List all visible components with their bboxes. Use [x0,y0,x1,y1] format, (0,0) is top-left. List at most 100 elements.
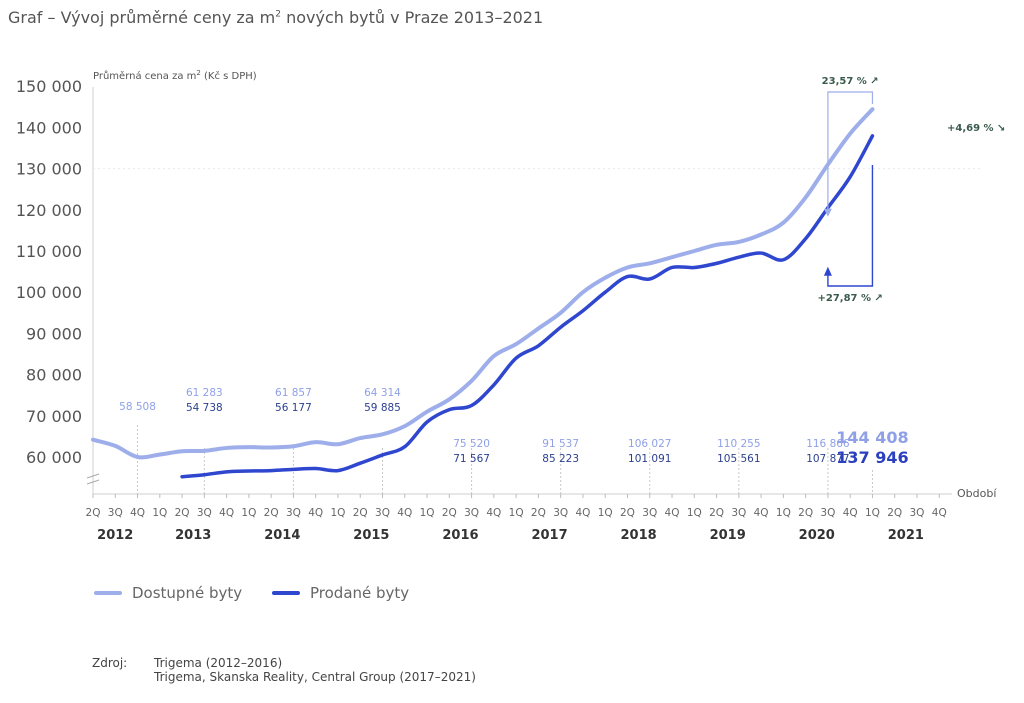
value-label-sold: 107 877 [806,453,849,465]
x-tick-label: 1Q [687,507,702,519]
x-tick-label: 2Q [353,507,368,519]
x-tick-label: 2Q [531,507,546,519]
value-label-available: 91 537 [542,438,579,450]
value-label-sold: 56 177 [275,402,312,414]
legend-swatch-sold [272,591,300,595]
year-label: 2015 [353,528,389,543]
value-label-available: 64 314 [364,387,401,399]
source-line-2: Trigema, Skanska Reality, Central Group … [154,670,476,684]
x-tick-label: 3Q [197,507,212,519]
year-label: 2012 [97,528,133,543]
x-tick-label: 4Q [308,507,323,519]
legend-label-sold: Prodané byty [310,584,410,602]
x-tick-label: 4Q [665,507,680,519]
arrow-up-icon [823,266,832,276]
value-label-available: 110 255 [717,438,760,450]
legend-item-sold: Prodané byty [272,584,409,602]
final-value-available: 144 408 [836,428,908,447]
arrow-down-icon [823,208,832,217]
chart-title: Graf – Vývoj průměrné ceny za m2 nových … [8,8,543,27]
x-tick-label: 3Q [375,507,390,519]
x-tick-label: 1Q [241,507,256,519]
x-tick-label: 4Q [754,507,769,519]
value-label-sold: 54 738 [186,402,223,414]
value-label-available: 75 520 [453,438,490,450]
y-tick-label: 130 000 [16,160,82,179]
x-tick-label: 4Q [219,507,234,519]
title-rest: nových bytů v Praze 2013–2021 [280,8,544,27]
x-tick-label: 1Q [152,507,167,519]
x-tick-label: 1Q [598,507,613,519]
series-line-available [91,107,875,460]
year-label: 2018 [621,528,657,543]
value-label-available: 61 283 [186,387,223,399]
source-key: Zdroj: [92,656,128,670]
value-label-sold: 85 223 [542,453,579,465]
value-label-sold: 101 091 [628,453,671,465]
x-tick-label: 3Q [731,507,746,519]
annotation-sold-change: +27,87 % ↗ [817,293,882,304]
y-tick-label: 110 000 [16,242,82,261]
y-tick-label: 80 000 [26,366,82,385]
x-tick-label: 3Q [464,507,479,519]
x-tick-label: 2Q [798,507,813,519]
price-line-chart: Průměrná cena za m2 (Kč s DPH) Období 60 0… [16,69,1006,543]
annotation-available-change: 23,57 % ↗ [822,76,879,87]
y-tick-label: 140 000 [16,118,82,137]
x-tick-label: 4Q [932,507,947,519]
x-tick-label: 3Q [642,507,657,519]
x-tick-label: 1Q [776,507,791,519]
x-tick-label: 1Q [330,507,345,519]
y-tick-label: 90 000 [26,324,82,343]
y-tick-label: 100 000 [16,283,82,302]
x-tick-label: 2Q [86,507,101,519]
y-axis-label: Průměrná cena za m2 (Kč s DPH) [93,69,257,82]
x-tick-label: 3Q [553,507,568,519]
year-label: 2019 [710,528,746,543]
legend-item-available: Dostupné byty [94,584,242,602]
y-tick-label: 150 000 [16,77,82,96]
year-label: 2016 [442,528,478,543]
x-tick-label: 3Q [820,507,835,519]
final-value-sold: 137 946 [836,448,908,467]
value-label-available: 58 508 [119,401,156,413]
title-superscript: 2 [275,9,281,20]
value-label-sold: 71 567 [453,453,490,465]
value-label-available: 61 857 [275,387,312,399]
y-tick-label: 60 000 [26,448,82,467]
x-tick-label: 1Q [509,507,524,519]
series-line-sold [180,134,875,479]
source-line-1: Trigema (2012–2016) [154,656,283,670]
value-label-available: 116 866 [806,438,850,450]
value-label-sold: 105 561 [717,453,760,465]
x-tick-label: 1Q [420,507,435,519]
x-tick-label: 3Q [910,507,925,519]
x-tick-label: 4Q [486,507,501,519]
x-tick-label: 2Q [887,507,902,519]
x-tick-label: 1Q [865,507,880,519]
source-note: Zdroj: Trigema (2012–2016) Trigema, Skan… [92,656,476,684]
x-tick-label: 2Q [709,507,724,519]
x-tick-label: 2Q [620,507,635,519]
year-label: 2017 [531,528,567,543]
value-label-available: 106 027 [628,438,671,450]
year-label: 2021 [888,528,924,543]
bracket-available [827,91,874,215]
axis-break-mark [86,473,100,485]
x-axis-label: Období [957,487,997,500]
annotation-gap-change: +4,69 % ↘ [947,123,1005,134]
legend-swatch-available [94,591,122,595]
value-label-sold: 59 885 [364,402,401,414]
legend-label-available: Dostupné byty [132,584,243,602]
title-main: Graf – Vývoj průměrné ceny za m [8,8,276,27]
x-tick-label: 2Q [442,507,457,519]
year-label: 2013 [175,528,211,543]
year-label: 2020 [799,528,835,543]
x-tick-label: 3Q [286,507,301,519]
x-tick-label: 3Q [108,507,123,519]
year-label: 2014 [264,528,300,543]
y-tick-label: 120 000 [16,201,82,220]
y-tick-label: 70 000 [26,407,82,426]
x-tick-label: 2Q [175,507,190,519]
x-tick-label: 4Q [575,507,590,519]
